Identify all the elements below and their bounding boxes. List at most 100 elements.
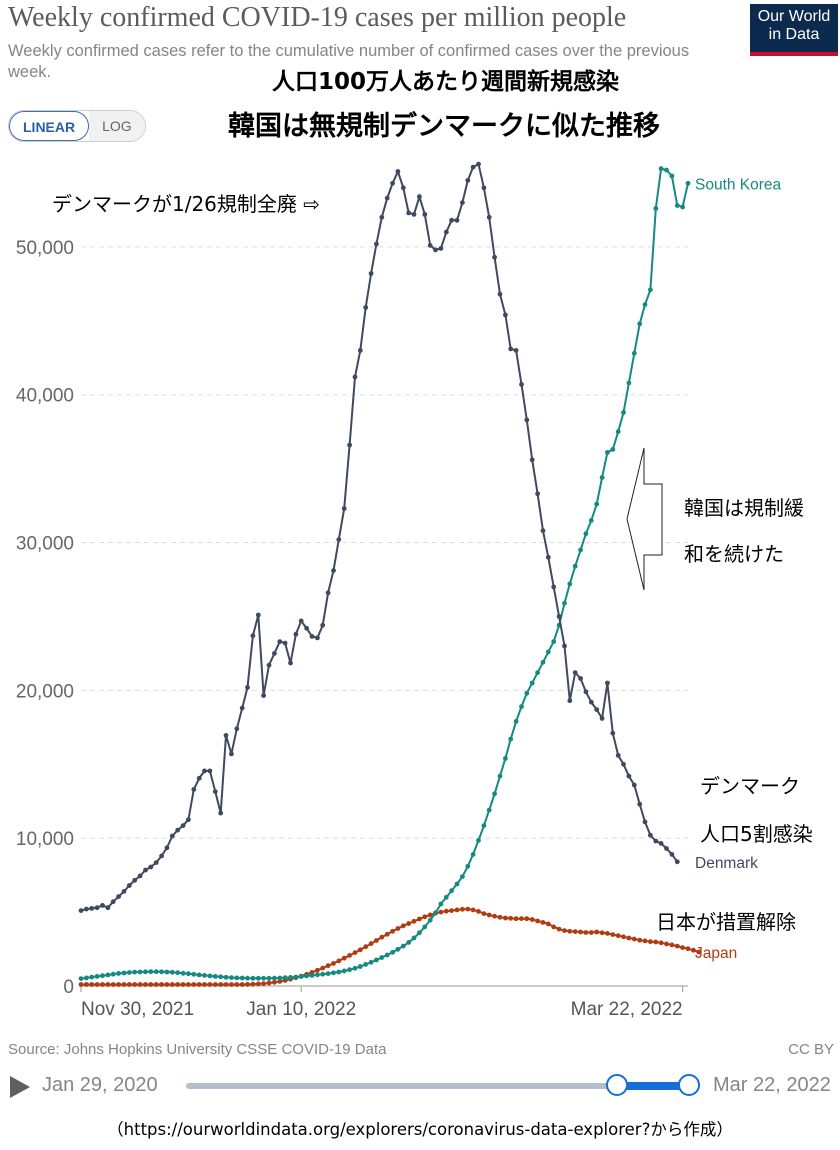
south-korea-point [588,518,594,523]
japan-point [529,917,535,922]
scale-toggle[interactable]: LINEAR LOG [8,110,146,142]
license-label[interactable]: CC BY [788,1041,834,1058]
south-korea-point [196,972,202,978]
denmark-point [562,643,567,649]
south-korea-point [159,969,165,975]
denmark-point [239,705,245,711]
denmark-point [438,246,444,251]
denmark-point [153,860,159,865]
japan-point [615,933,621,939]
japan-point [497,914,503,920]
japan-point [148,982,154,987]
south-korea-point [685,180,691,186]
denmark-point [631,782,637,788]
south-korea-point [406,940,412,945]
south-korea-series-line [80,167,689,980]
denmark-point [341,506,347,511]
japan-point [212,982,218,987]
japan-point [562,928,567,933]
japan-point [417,916,422,922]
japan-point [341,955,347,961]
south-korea-point [126,970,132,975]
annotation-denmark-restrictions: デンマークが1/26規制全廃 ⇨ [52,188,320,217]
japan-point [556,926,562,932]
south-korea-point [535,670,540,675]
japan-point [454,907,460,913]
south-korea-point [148,969,154,975]
south-korea-point [137,969,143,975]
timeline-start-handle[interactable] [606,1074,628,1096]
denmark-point [433,247,438,253]
denmark-point [266,662,272,668]
denmark-point [309,634,315,639]
denmark-point [443,229,449,235]
chart-title: Weekly confirmed COVID-19 cases per mill… [8,2,627,33]
source-note[interactable]: Source: Johns Hopkins University CSSE CO… [8,1041,387,1058]
japan-point [336,958,342,964]
south-korea-point [481,823,487,828]
japan-point [196,982,202,987]
owid-logo[interactable]: Our World in Data [750,4,838,56]
south-korea-point [347,967,352,973]
japan-point [105,982,111,987]
south-korea-point [282,975,288,981]
x-tick-label: Jan 10, 2022 [246,999,356,1020]
south-korea-point [277,975,283,981]
south-korea-point [153,969,159,975]
japan-point [508,915,514,921]
play-icon[interactable] [10,1076,30,1098]
denmark-point [669,852,675,857]
timeline-end-handle[interactable] [678,1074,700,1096]
denmark-point [148,864,154,870]
south-korea-point [202,973,207,978]
denmark-point [572,670,578,675]
japan-point [540,920,546,925]
japan-point [551,924,557,930]
japan-point [422,914,428,920]
japan-point [218,982,224,987]
south-korea-point [384,952,390,958]
annotation-korea-1: 韓国は規制緩 [684,496,804,520]
annotation-denmark-1: デンマーク [700,774,800,798]
denmark-point [368,271,374,276]
denmark-point [331,568,336,573]
denmark-point [277,639,283,644]
denmark-point [132,877,138,883]
denmark-point [449,217,454,223]
japan-point [191,982,197,987]
japan-point [390,928,395,934]
y-tick-label: 20,000 [16,681,74,702]
denmark-point [282,640,288,646]
japan-point [132,982,138,987]
overlay-heading-2: 韓国は無規制デンマークに似た推移 [228,111,660,142]
denmark-point [497,291,503,297]
south-korea-point [255,975,261,981]
denmark-point [207,768,213,774]
denmark-point [400,185,406,191]
denmark-point [476,161,481,167]
log-button[interactable]: LOG [89,111,145,141]
timeline-track[interactable] [186,1083,690,1089]
south-korea-point [615,429,621,435]
denmark-point [411,212,417,217]
denmark-point [121,889,127,894]
x-tick-label: Mar 22, 2022 [571,999,683,1020]
south-korea-point [390,949,395,955]
denmark-point [320,622,326,628]
japan-point [691,947,696,953]
linear-button[interactable]: LINEAR [9,111,90,141]
denmark-point [105,905,111,911]
japan-point [223,982,229,987]
denmark-point [529,457,535,463]
japan-point [642,938,648,944]
chart-subtitle: Weekly confirmed cases refer to the cumu… [8,42,690,81]
denmark-point [169,833,175,839]
japan-point [599,930,605,936]
south-korea-point [223,974,229,980]
south-korea-point [239,975,245,981]
south-korea-point [562,600,567,606]
japan-point [594,929,600,935]
denmark-point [626,773,632,779]
japan-point [481,911,487,916]
japan-point [175,982,181,987]
